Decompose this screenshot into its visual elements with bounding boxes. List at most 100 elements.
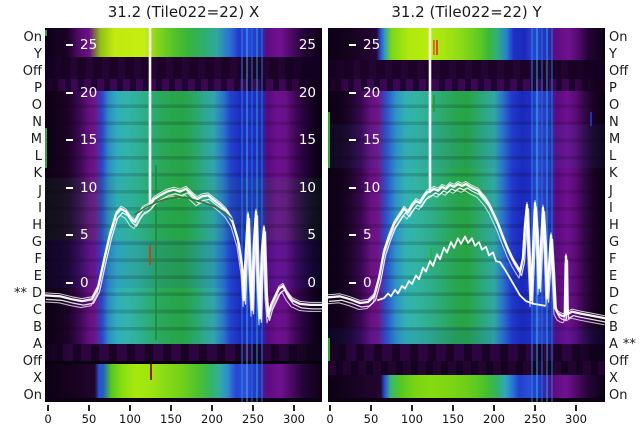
y-tick-value: 5 <box>307 227 316 244</box>
spectrum-curves-y <box>328 28 605 326</box>
row-label-right: J <box>609 184 613 199</box>
x-tick-label: 150 <box>160 412 182 426</box>
y-tick-value: 15 <box>363 132 381 149</box>
heatmap-wash <box>328 328 605 344</box>
row-label-right: Y <box>609 47 617 62</box>
heatmap-band <box>45 364 322 402</box>
row-label-left: M <box>0 132 42 147</box>
row-label-text: Off <box>22 353 42 369</box>
tick-mark <box>349 91 356 94</box>
x-tick-mark <box>411 405 413 411</box>
row-label-text: X <box>33 371 42 386</box>
x-tick-mark <box>88 405 90 411</box>
heatmap-band <box>328 79 605 91</box>
y-tick-value: 10 <box>363 179 381 196</box>
row-label-right: I <box>609 201 613 216</box>
row-label-right: On <box>609 388 627 403</box>
row-label-right: Off <box>609 64 628 79</box>
flag-star: ** <box>13 285 27 301</box>
heatmap-mark <box>241 28 243 402</box>
x-tick-mark <box>129 405 131 411</box>
spectrum-bundle <box>45 194 322 326</box>
row-label-right: K <box>609 166 618 181</box>
tick-mark <box>66 186 73 189</box>
y-tick-label: 25 <box>286 37 316 53</box>
x-tick-label: 0 <box>44 412 52 426</box>
panel-title-y: 31.2 (Tile022=22) Y <box>391 3 542 21</box>
row-label-text: On <box>609 388 628 404</box>
y-tick-value: 5 <box>80 227 89 244</box>
x-tick-label: 150 <box>442 412 464 426</box>
row-label-text: G <box>31 234 42 250</box>
y-tick-label: 10 <box>286 180 316 196</box>
row-label-right: Off <box>609 354 628 369</box>
y-tick-label: 15 <box>349 132 380 148</box>
row-label-text: L <box>609 149 617 165</box>
tick-mark <box>66 234 73 237</box>
row-label-left: N <box>0 115 42 130</box>
row-label-text: N <box>609 115 619 131</box>
row-label-right: H <box>609 218 619 233</box>
row-label-right: M <box>609 132 620 147</box>
x-tick-label: 100 <box>401 412 423 426</box>
tick-mark <box>349 139 356 142</box>
row-label-text: O <box>609 98 620 114</box>
heatmap-mark <box>590 112 592 126</box>
heatmap-mark <box>433 40 435 55</box>
y-tick-label: 0 <box>349 275 372 291</box>
heatmap-mark <box>551 28 553 402</box>
row-label-text: B <box>33 319 42 335</box>
row-label-text: L <box>34 149 42 165</box>
spectrum-bundle <box>45 192 322 323</box>
y-tick-label: 10 <box>349 180 380 196</box>
x-tick-label: 0 <box>326 412 334 426</box>
row-label-text: K <box>33 166 42 182</box>
row-label-text: J <box>38 183 42 199</box>
y-tick-label: 15 <box>286 132 316 148</box>
row-label-right: On <box>609 30 627 45</box>
heatmap-mark <box>155 165 157 340</box>
row-label-left: J <box>0 184 42 199</box>
row-label-left: I <box>0 201 42 216</box>
heatmap-mark <box>261 28 263 402</box>
spectrum-curves-x <box>45 28 322 326</box>
heatmap-wash <box>45 178 322 240</box>
row-label-text: E <box>33 268 42 284</box>
row-label-left: F <box>0 252 42 267</box>
heatmap-band <box>45 361 322 364</box>
low-spectrum <box>377 235 546 307</box>
y-tick-value: 5 <box>363 227 372 244</box>
row-label-left: On <box>0 30 42 45</box>
x-tick-mark <box>493 405 495 411</box>
x-tick-mark <box>47 405 49 411</box>
row-label-text: A <box>609 336 618 352</box>
heatmap-band <box>328 375 605 402</box>
y-tick-value: 20 <box>80 84 98 101</box>
tick-mark <box>66 282 73 284</box>
row-label-left: Off <box>0 354 42 369</box>
y-tick-value: 0 <box>80 275 89 291</box>
row-label-left: Off <box>0 64 42 79</box>
heatmap-mark <box>546 28 548 402</box>
y-tick-value: 25 <box>80 37 98 53</box>
y-tick-value: 25 <box>363 37 381 53</box>
row-label-text: On <box>23 30 42 45</box>
row-label-text: M <box>30 132 42 148</box>
y-tick-value: 10 <box>298 179 316 196</box>
row-label-text: H <box>32 217 42 233</box>
y-tick-value: 15 <box>298 132 316 149</box>
y-tick-value: 10 <box>80 179 98 196</box>
row-label-left: E <box>0 269 42 284</box>
row-label-right: X <box>609 371 618 386</box>
tick-mark <box>349 186 356 189</box>
row-label-text: M <box>609 132 621 148</box>
y-tick-label: 10 <box>66 180 97 196</box>
row-label-text: P <box>609 81 617 97</box>
row-label-text: C <box>609 302 619 318</box>
row-label-right: E <box>609 269 617 284</box>
x-tick-label: 100 <box>119 412 141 426</box>
row-label-text: J <box>609 183 613 199</box>
tick-mark <box>349 282 356 284</box>
row-label-text: Off <box>22 64 42 80</box>
tick-mark <box>66 91 73 94</box>
